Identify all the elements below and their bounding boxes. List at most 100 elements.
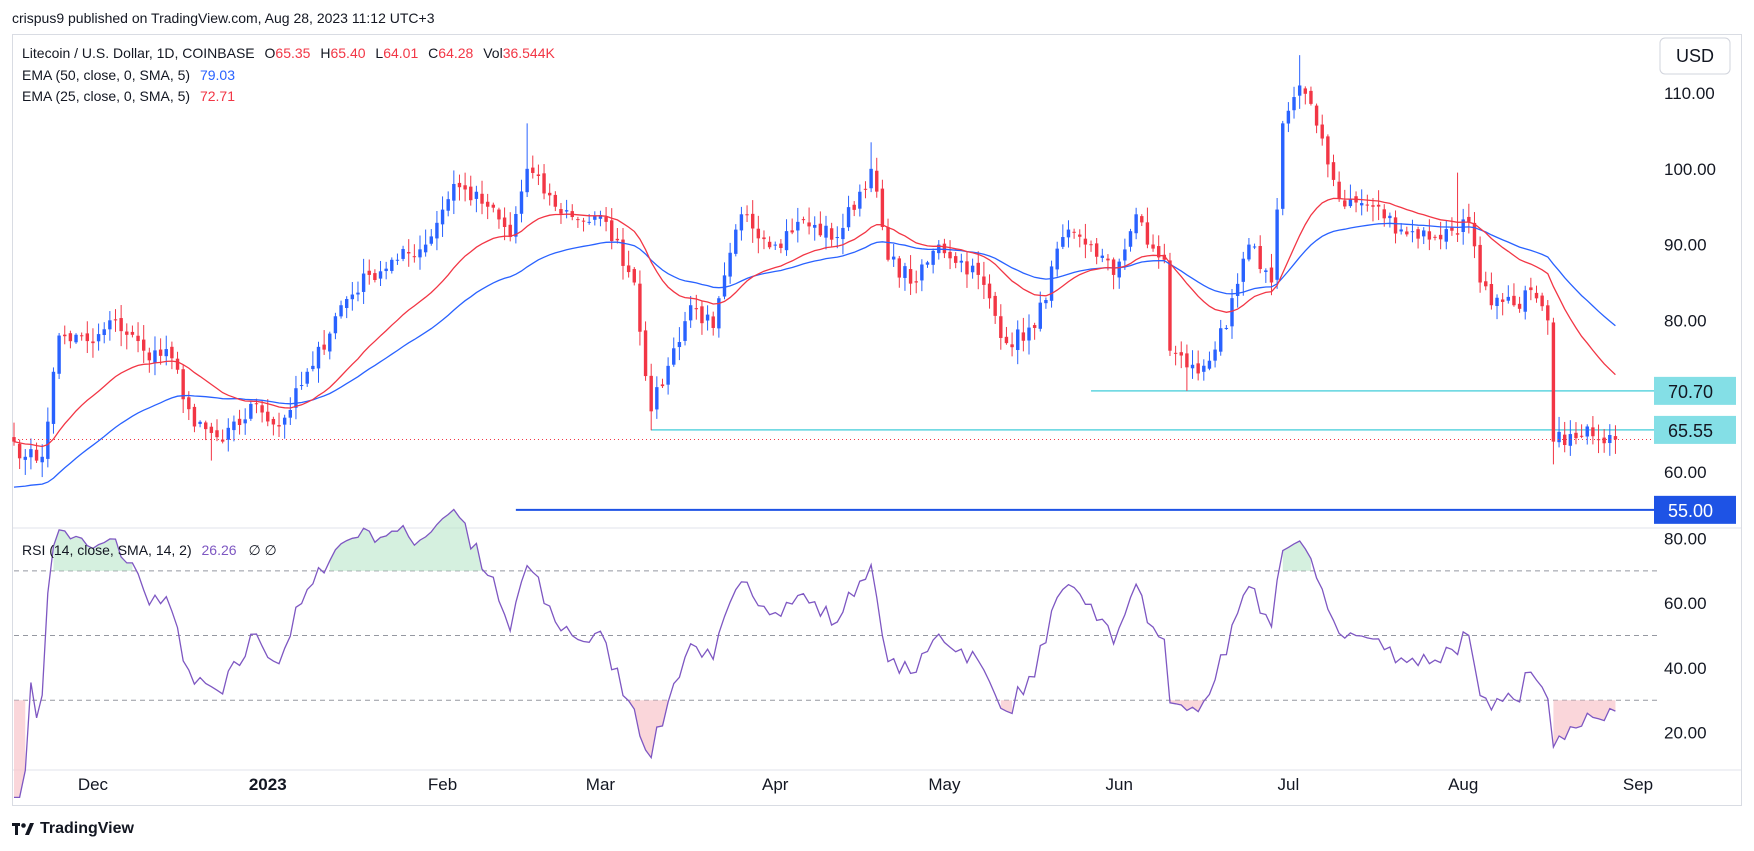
candle [553, 191, 558, 212]
candle [1247, 237, 1251, 262]
rsi-tick-label: 20.00 [1664, 724, 1707, 743]
candle [886, 218, 890, 262]
candle [739, 206, 744, 241]
candle [485, 193, 490, 220]
time-tick-label: Dec [78, 775, 109, 794]
ema50-legend-value: 79.03 [200, 67, 235, 83]
candle [1275, 197, 1279, 289]
candle [1562, 421, 1567, 453]
candle [908, 255, 913, 295]
candle [508, 212, 512, 242]
candle [63, 325, 67, 345]
candle [480, 180, 484, 215]
tradingview-brand[interactable]: TradingView [12, 820, 134, 838]
candle [344, 296, 349, 319]
candle [125, 323, 129, 350]
candle [1574, 422, 1578, 445]
candle [1078, 229, 1082, 248]
candle [632, 267, 636, 286]
candle [1534, 285, 1539, 303]
rsi-bands [14, 570, 1660, 701]
candle [1320, 114, 1324, 146]
candle [469, 175, 473, 206]
candle [711, 311, 715, 336]
candle [536, 164, 541, 186]
candle [982, 261, 986, 300]
candle [593, 211, 597, 226]
candle [1235, 273, 1240, 308]
ema25-legend-value: 72.71 [200, 88, 235, 104]
candle [316, 341, 321, 383]
level-badge-label: 70.70 [1668, 382, 1713, 402]
level-badge-65.55: 65.55 [1654, 415, 1736, 444]
candle [858, 184, 862, 217]
candle [1173, 345, 1178, 366]
candle [1044, 297, 1048, 309]
candle [1207, 351, 1212, 371]
candle [423, 229, 428, 257]
candle [1472, 212, 1477, 259]
candle [68, 330, 73, 349]
candle [688, 295, 693, 328]
candle [925, 260, 930, 268]
currency-button[interactable]: USD [1659, 37, 1731, 75]
candle [40, 444, 44, 478]
candle [993, 291, 997, 324]
candle [959, 253, 964, 273]
candle [418, 235, 422, 270]
price-tick-label: 90.00 [1664, 236, 1707, 255]
candle [463, 172, 467, 202]
candle [564, 199, 569, 219]
candle [198, 420, 202, 428]
candle [745, 205, 749, 223]
chart-frame[interactable] [12, 34, 1742, 806]
candle [970, 258, 975, 279]
candle [457, 174, 462, 201]
candle [429, 229, 433, 246]
candle [1314, 103, 1319, 134]
high-value: 65.40 [330, 45, 365, 61]
time-axis[interactable]: Dec 2023 Feb Mar Apr May Jun Jul Aug Sep [78, 775, 1653, 794]
time-tick-label: Jun [1106, 775, 1133, 794]
candle [215, 419, 219, 442]
price-axis[interactable]: 110.00 100.00 90.00 80.00 60.00 [1664, 84, 1716, 482]
candle [282, 414, 287, 439]
candle [1500, 293, 1505, 316]
candle [948, 240, 952, 270]
candle [435, 211, 439, 251]
horizontal-levels[interactable] [515, 390, 1660, 511]
rsi-axis[interactable]: 80.00 60.00 40.00 20.00 [1664, 529, 1707, 742]
candle [942, 238, 947, 259]
candle [1326, 134, 1330, 178]
rsi-tick-label: 80.00 [1664, 529, 1707, 548]
candle [1117, 258, 1121, 289]
candle [920, 259, 924, 292]
candle [683, 311, 687, 346]
candle [158, 338, 163, 365]
candle [1546, 300, 1550, 335]
candle [1376, 190, 1381, 221]
rsi-tick-label: 40.00 [1664, 659, 1707, 678]
level-badge-55.00: 55.00 [1654, 495, 1736, 524]
chart-legend[interactable]: Litecoin / U.S. Dollar, 1D, COINBASE O65… [22, 45, 556, 558]
candle [767, 236, 772, 250]
candle [1422, 227, 1426, 245]
candle [914, 270, 918, 294]
candle [891, 243, 896, 267]
candle [1100, 248, 1105, 263]
candle [260, 400, 264, 423]
candle [249, 401, 253, 421]
level-badges: 70.70 65.55 55.00 [1654, 376, 1736, 524]
candle [1568, 420, 1573, 456]
candle [1608, 424, 1612, 456]
candle [74, 333, 78, 344]
candle [547, 183, 552, 206]
candle [1506, 285, 1511, 304]
candle [407, 239, 411, 267]
candle [1495, 294, 1499, 320]
candle [51, 367, 56, 434]
candle [722, 262, 727, 300]
candle [1264, 268, 1268, 283]
candle [813, 216, 817, 241]
